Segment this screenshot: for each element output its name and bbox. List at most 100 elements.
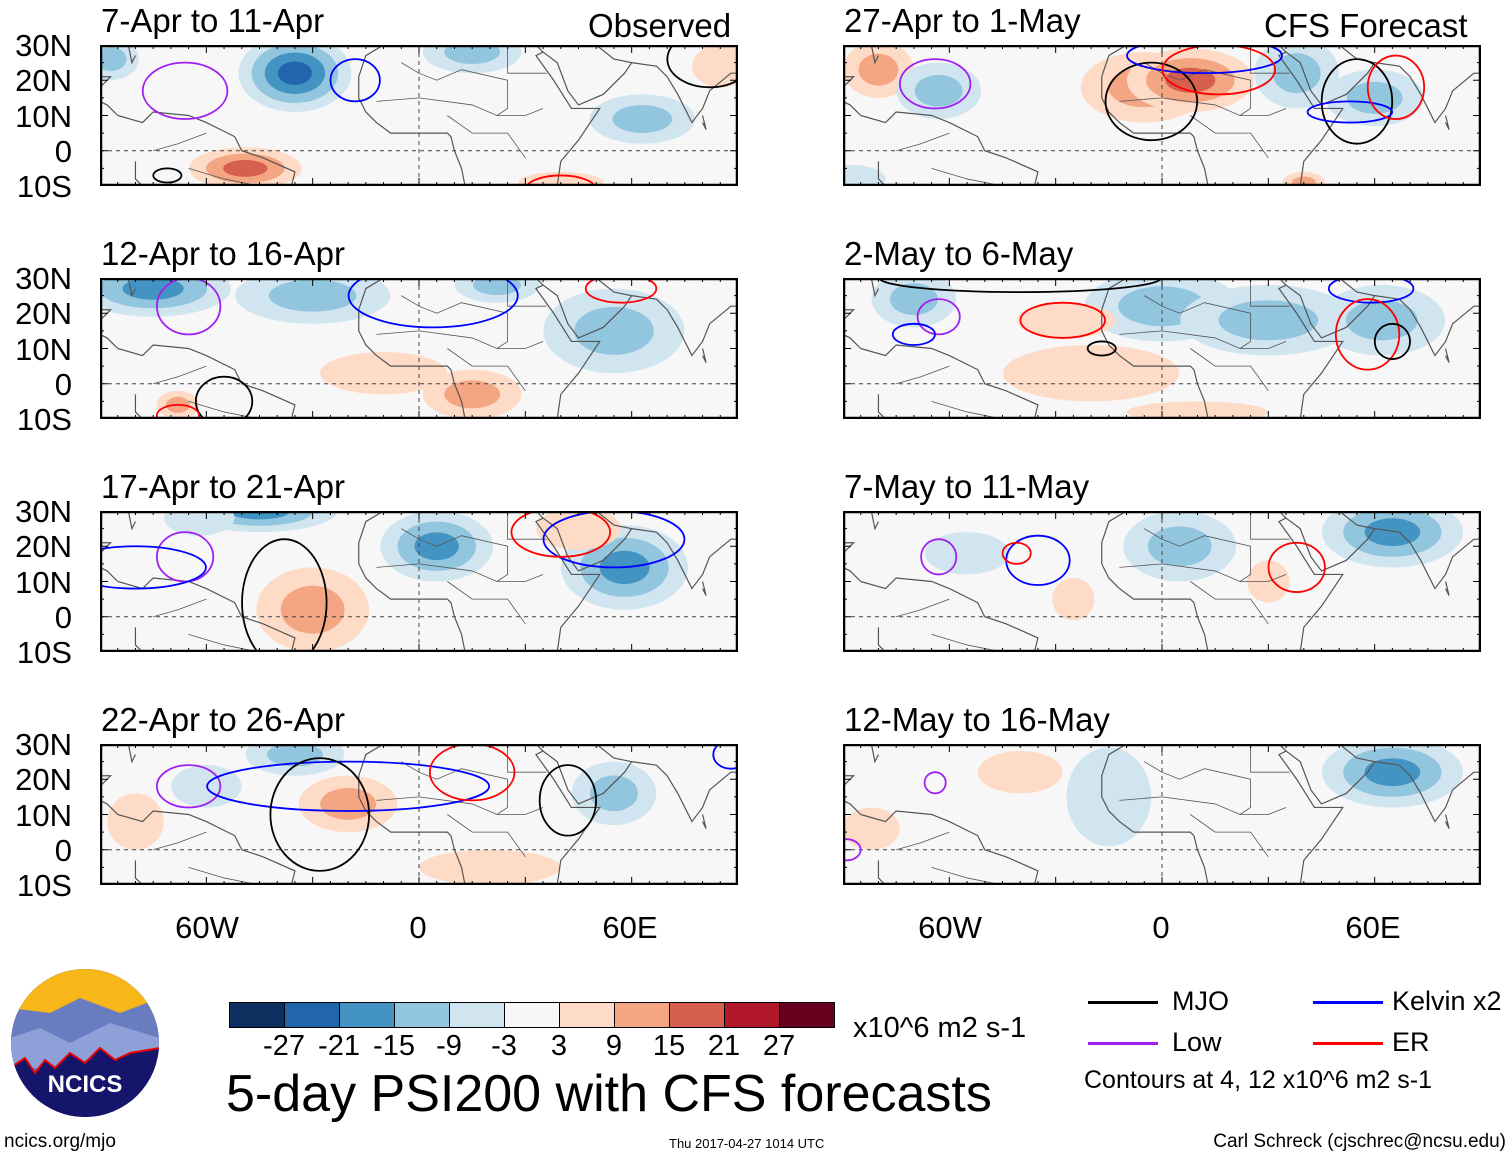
contour-mjo: [538, 764, 597, 837]
contour-er: [1161, 45, 1276, 96]
map-panel: [843, 511, 1481, 652]
coastline: [1444, 115, 1450, 130]
coastline: [1444, 348, 1450, 363]
legend-line-low: [1088, 1042, 1158, 1045]
country-border: [1119, 563, 1287, 582]
country-border: [401, 295, 509, 349]
colorbar-swatch: [505, 1003, 560, 1027]
anomaly-shading: [1291, 176, 1316, 186]
anomaly-shading: [612, 105, 673, 133]
coastline: [117, 810, 296, 885]
y-tick-label: 0: [54, 599, 72, 635]
country-border: [896, 598, 950, 618]
anomaly-shading: [977, 751, 1063, 794]
coastline: [631, 528, 738, 590]
coastline: [843, 333, 862, 349]
contour-low: [141, 61, 229, 120]
coastline: [877, 394, 886, 419]
contour-low: [923, 771, 947, 795]
coastline: [117, 111, 296, 186]
coastline: [100, 799, 119, 815]
country-border: [401, 62, 509, 116]
contour-er: [155, 404, 201, 419]
contour-er: [1267, 541, 1326, 593]
country-border: [931, 633, 1003, 652]
coastline: [1374, 528, 1481, 590]
map-panel: [843, 45, 1481, 186]
anomaly-shading: [280, 585, 345, 634]
coastline: [127, 744, 136, 764]
coastline: [631, 761, 738, 823]
legend-line-er: [1313, 1042, 1383, 1045]
coastline: [701, 814, 707, 829]
y-tick-label: 0: [54, 832, 72, 868]
y-tick-label: 10S: [16, 402, 72, 437]
country-border: [188, 400, 260, 419]
country-border: [1119, 330, 1287, 349]
country-border: [376, 330, 544, 349]
contour-mjo: [1086, 340, 1117, 357]
svg-text:NCICS: NCICS: [48, 1071, 123, 1098]
x-tick-label: 60W: [918, 910, 982, 945]
coastline: [843, 100, 862, 116]
legend-label-low: Low: [1172, 1027, 1222, 1057]
contour-er: [584, 278, 658, 304]
y-tick-label: 20N: [15, 63, 72, 99]
country-border: [1119, 796, 1287, 815]
panel-title: 12-May to 16-May: [844, 701, 1110, 738]
anomaly-shading: [914, 74, 963, 107]
anomaly-shading: [107, 793, 164, 850]
coastline: [127, 511, 136, 531]
contour-low: [155, 278, 222, 336]
coastline: [134, 860, 143, 885]
footer-url[interactable]: ncics.org/mjo: [4, 1131, 116, 1152]
observed-label: Observed: [588, 7, 732, 44]
country-border: [401, 528, 509, 582]
anomaly-shading: [843, 807, 900, 850]
colorbar-label: -21: [318, 1030, 360, 1062]
colorbar-label: 15: [652, 1030, 686, 1062]
x-tick-label: 60W: [175, 910, 239, 945]
colorbar-swatch: [725, 1003, 780, 1027]
forecast-label: CFS Forecast: [1264, 7, 1468, 44]
footer-author: Carl Schreck (cjschrec@ncsu.edu): [1213, 1131, 1506, 1152]
y-tick-label: 20N: [15, 529, 72, 565]
contour-mjo: [1373, 322, 1411, 360]
panel-title: 2-May to 6-May: [844, 235, 1074, 272]
country-border: [507, 45, 547, 74]
map-panel: [100, 511, 738, 652]
contour-note: Contours at 4, 12 x10^6 m2 s-1: [1084, 1066, 1433, 1094]
country-border: [1144, 295, 1252, 349]
anomaly-shading: [164, 511, 235, 536]
colorbar-label: 27: [762, 1030, 796, 1062]
country-border: [931, 866, 1003, 885]
country-border: [507, 744, 547, 773]
colorbar-swatch: [615, 1003, 670, 1027]
contour-er: [1001, 541, 1032, 565]
colorbar-swatch: [230, 1003, 285, 1027]
country-border: [153, 598, 207, 618]
y-tick-label: 30N: [15, 494, 72, 529]
country-border: [931, 167, 1003, 186]
anomaly-shading: [1218, 300, 1319, 341]
country-border: [1250, 744, 1290, 773]
map-panel: [100, 278, 738, 419]
panel-title: 27-Apr to 1-May: [844, 2, 1081, 39]
colorbar-label: 21: [707, 1030, 741, 1062]
contour-mjo: [269, 757, 371, 872]
coastline: [100, 566, 119, 582]
anomaly-shading: [590, 775, 638, 812]
country-border: [447, 348, 526, 392]
country-border: [188, 633, 260, 652]
colorbar-label: -27: [263, 1030, 305, 1062]
country-border: [1250, 511, 1290, 540]
country-border: [447, 581, 526, 625]
contour-kelvin: [712, 744, 738, 770]
colorbar-label: 9: [605, 1030, 623, 1062]
contour-kelvin: [1327, 278, 1415, 304]
anomaly-shading: [267, 744, 323, 767]
coastline: [134, 627, 143, 652]
country-border: [401, 761, 509, 815]
coastline: [454, 744, 601, 885]
coastline: [1374, 761, 1481, 823]
